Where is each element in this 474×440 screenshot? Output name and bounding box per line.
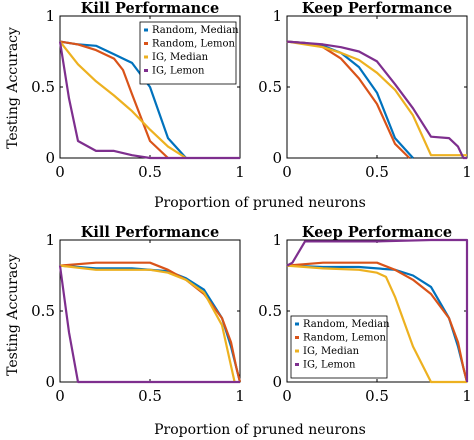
series-line-random-lemon	[59, 261, 242, 383]
series-line-ig-lemon	[286, 238, 469, 382]
panel-keep-bottom: Keep Performance 0 0.5 1 0 0.5 1 Random, Median…	[258, 224, 472, 405]
series-line-random-lemon	[59, 40, 169, 159]
y-axis-label-bottom: Testing Accuracy	[5, 254, 21, 376]
x-tick-label: 0	[55, 387, 65, 405]
series-line-ig-median	[286, 264, 467, 384]
series-line-ig-lemon	[58, 41, 240, 160]
legend-box	[290, 315, 388, 379]
panel-title: Kill Performance	[81, 0, 219, 17]
x-tick-label: 0.5	[365, 387, 389, 405]
x-tick-label: 0.5	[138, 387, 162, 405]
x-tick-label: 1	[462, 163, 472, 181]
legend-box	[139, 21, 237, 85]
x-tick-label: 0.5	[365, 163, 389, 181]
legend-entry: Random, Median	[303, 319, 390, 330]
legend-entry: Random, Median	[152, 25, 239, 36]
legend: Random, Median Random, Lemon IG, Median IG,…	[290, 315, 390, 379]
series-line-ig-median	[286, 40, 467, 157]
y-tick-label: 0.5	[258, 302, 282, 320]
legend-entry: IG, Median	[152, 52, 209, 63]
series-line-ig-lemon	[286, 40, 467, 160]
panel-kill-bottom: Kill Performance 0 0.5 1 0 0.5 1	[31, 224, 245, 405]
legend-entry: Random, Lemon	[303, 333, 386, 344]
x-tick-label: 0	[55, 163, 65, 181]
y-axis-label-top: Testing Accuracy	[5, 27, 21, 149]
y-tick-label: 1	[272, 231, 282, 249]
series-line-random-median	[59, 264, 242, 383]
y-tick-label: 0	[272, 149, 282, 167]
y-tick-label: 1	[45, 231, 55, 249]
y-tick-label: 0.5	[31, 78, 55, 96]
panel-title: Keep Performance	[302, 0, 452, 17]
x-tick-label: 1	[235, 163, 245, 181]
panel-keep-top: Keep Performance 0 0.5 1 0 0.5 1	[258, 0, 472, 181]
series-line-ig-lemon	[58, 265, 240, 384]
y-tick-label: 1	[272, 7, 282, 25]
panel-title: Keep Performance	[302, 224, 452, 241]
series-line-random-lemon	[286, 261, 469, 383]
legend-entry: IG, Median	[303, 346, 360, 357]
x-axis-label-top: Proportion of pruned neurons	[154, 195, 366, 211]
panel-title: Kill Performance	[81, 224, 219, 241]
y-tick-label: 1	[45, 7, 55, 25]
y-tick-label: 0.5	[258, 78, 282, 96]
panel-kill-top: Kill Performance 0 0.5 1 0 0.5 1 Random, Median…	[31, 0, 245, 181]
x-axis-label-bottom: Proportion of pruned neurons	[154, 422, 366, 438]
x-tick-label: 1	[462, 387, 472, 405]
legend-entry: IG, Lemon	[152, 66, 205, 77]
legend: Random, Median Random, Lemon IG, Median IG,…	[139, 21, 239, 85]
legend-entry: IG, Lemon	[303, 360, 356, 371]
x-tick-label: 1	[235, 387, 245, 405]
y-tick-label: 0.5	[31, 302, 55, 320]
y-tick-label: 0	[272, 373, 282, 391]
series-line-ig-median	[59, 264, 236, 383]
x-tick-label: 0	[282, 163, 292, 181]
series-line-ig-median	[59, 40, 187, 159]
x-tick-label: 0.5	[138, 163, 162, 181]
x-tick-label: 0	[282, 387, 292, 405]
y-tick-label: 0	[45, 149, 55, 167]
legend-entry: Random, Lemon	[152, 39, 235, 50]
y-tick-label: 0	[45, 373, 55, 391]
